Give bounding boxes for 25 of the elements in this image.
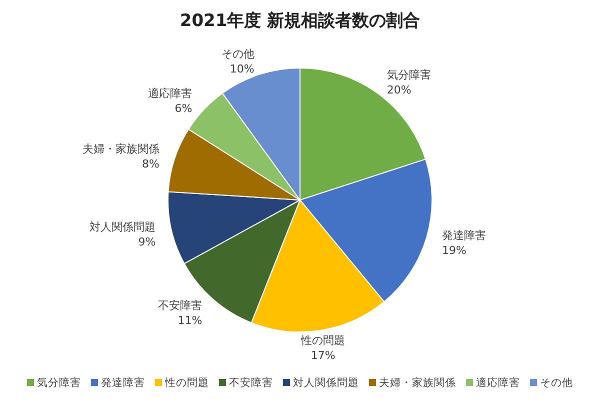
legend-label: 気分障害 — [37, 376, 81, 389]
legend-label: 発達障害 — [101, 376, 145, 389]
data-label: 10% — [230, 62, 254, 76]
data-label: 9% — [138, 235, 156, 248]
slice-label: その他 — [221, 47, 254, 60]
slice-label: 性の問題 — [300, 334, 346, 348]
slice-label: 対人関係問題 — [90, 220, 156, 234]
data-label: 6% — [174, 102, 192, 115]
legend-label: 夫婦・家族関係 — [379, 376, 456, 389]
data-label: 17% — [310, 349, 336, 362]
slice-label: 不安障害 — [158, 298, 202, 312]
legend-label: 不安障害 — [229, 376, 273, 389]
data-label: 8% — [142, 157, 160, 170]
slice-label: 夫婦・家族関係 — [82, 142, 160, 156]
chart-title: 2021年度 新規相談者数の割合 — [180, 11, 420, 31]
legend-label: 対人関係問題 — [293, 376, 359, 389]
slice-label: 適応障害 — [148, 86, 192, 100]
legend-label: 性の問題 — [164, 377, 209, 389]
legend-label: その他 — [540, 377, 573, 389]
data-label: 19% — [442, 244, 466, 258]
legend-label: 適応障害 — [476, 376, 520, 389]
data-label: 20% — [386, 83, 412, 96]
slice-label: 気分障害 — [386, 68, 431, 82]
data-label: 11% — [178, 314, 202, 327]
slice-label: 発達障害 — [442, 229, 486, 242]
